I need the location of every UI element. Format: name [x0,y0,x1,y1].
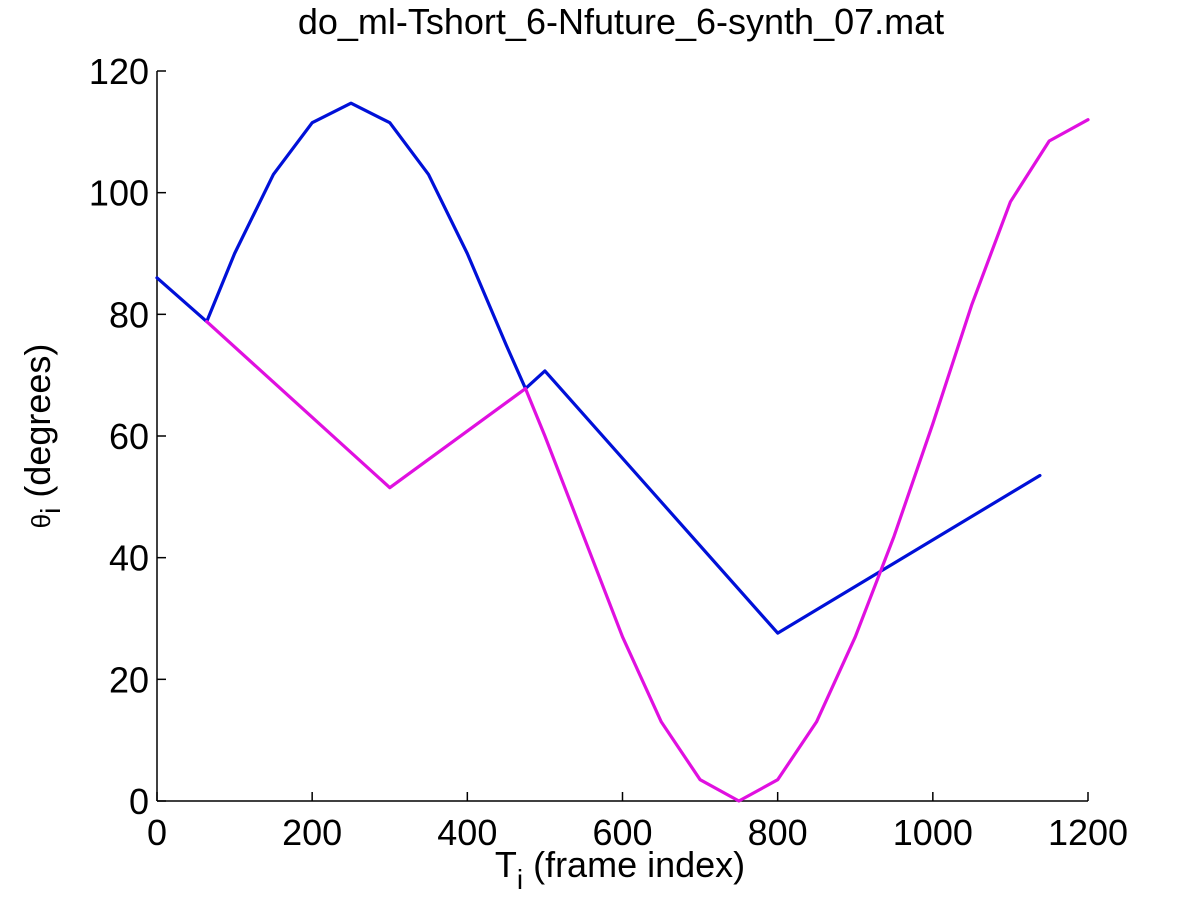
x-tick-label: 400 [437,812,497,853]
y-tick-label: 100 [89,173,149,214]
y-tick-label: 60 [109,416,149,457]
y-axis-label: θi (degrees) [17,344,66,529]
chart-title: do_ml-Tshort_6-Nfuture_6-synth_07.mat [298,1,944,42]
series-layer [155,101,1090,803]
x-axis-label-main: T [495,844,517,885]
x-tick-label: 1000 [893,812,973,853]
y-axis-label-subscript: i [35,508,66,514]
series-line-2 [205,118,1090,803]
y-tick-label: 0 [129,781,149,822]
y-axis-label-rest: (degrees) [17,344,58,508]
series-line-1 [155,101,1042,635]
y-tick-label: 120 [89,51,149,92]
x-axis-label: Ti (frame index) [495,844,745,895]
x-tick-label: 600 [592,812,652,853]
x-tick-label: 200 [282,812,342,853]
x-tick-label: 0 [147,812,167,853]
x-axis-label-rest: (frame index) [523,844,745,885]
y-tick-label: 80 [109,294,149,335]
y-tick-label: 20 [109,659,149,700]
y-ticks: 0 20 40 60 80 100 120 [89,51,166,822]
plot-area: 0 200 400 600 800 1000 1200 0 20 40 60 80 100 120 [89,51,1128,853]
x-tick-label: 1200 [1048,812,1128,853]
y-axis-label-main: θ [26,514,56,528]
y-tick-label: 40 [109,538,149,579]
x-ticks: 0 200 400 600 800 1000 1200 [147,792,1128,853]
x-tick-label: 800 [748,812,808,853]
x-axis-label-subscript: i [517,864,523,895]
